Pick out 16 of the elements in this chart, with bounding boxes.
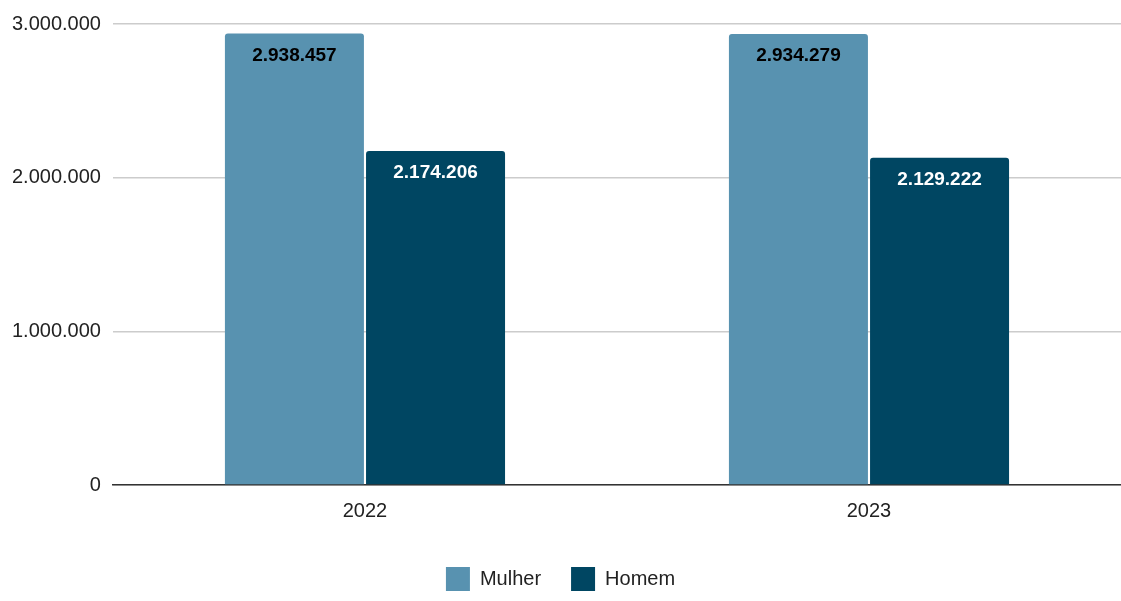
y-tick-label: 2.000.000: [11, 165, 101, 188]
bar: [870, 157, 1010, 485]
x-tick-label: 2023: [846, 498, 892, 521]
legend-label: Homem: [605, 566, 676, 589]
y-tick-label: 0: [89, 472, 101, 495]
bar: [366, 150, 506, 485]
data-label: 2.129.222: [897, 168, 982, 190]
legend-label: Mulher: [479, 566, 542, 589]
data-label: 2.934.279: [756, 44, 841, 66]
y-tick-label: 3.000.000: [11, 11, 101, 34]
bar: [728, 34, 868, 485]
data-label: 2.174.206: [393, 161, 478, 183]
x-tick-label: 2022: [342, 498, 388, 521]
bar: [224, 33, 364, 485]
data-label: 2.938.457: [252, 43, 337, 65]
y-tick-label: 1.000.000: [11, 318, 101, 341]
